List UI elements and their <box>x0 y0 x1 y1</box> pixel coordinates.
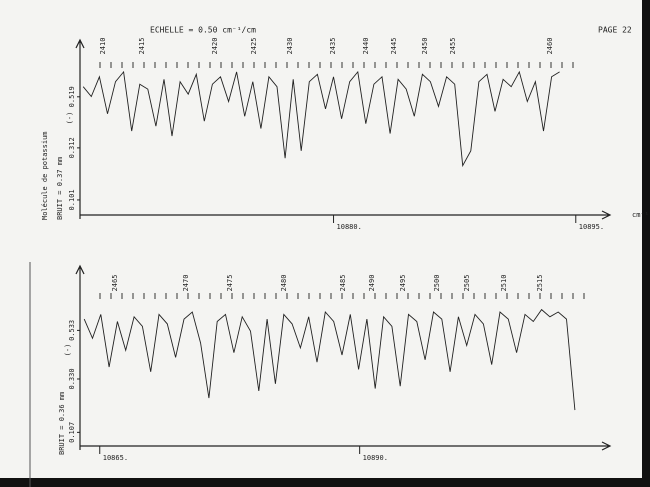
noise-label: BRUIT = 0.37 mm <box>56 157 64 220</box>
molecule-label: Molécule de potassium <box>41 131 49 220</box>
y-tick-label: 0.533 <box>68 320 76 341</box>
line-assignment: 2490 <box>368 275 376 292</box>
x-tick-label: 10890. <box>363 454 388 462</box>
line-assignment: 2505 <box>463 275 471 292</box>
line-assignment: 2515 <box>536 275 544 292</box>
line-assignment: 2410 <box>99 38 107 55</box>
y-tick-label: 0.330 <box>68 368 76 389</box>
line-assignment: 2425 <box>250 38 258 55</box>
line-assignment: 2445 <box>390 38 398 55</box>
line-assignment: 2460 <box>546 38 554 55</box>
line-assignment: 2495 <box>399 275 407 292</box>
line-assignment: 2480 <box>280 275 288 292</box>
line-assignment: 2415 <box>138 38 146 55</box>
scale-label: ECHELLE = 0.50 cm⁻¹/cm <box>150 26 256 35</box>
y-unit: (-) <box>66 112 74 125</box>
x-tick-label: 10865. <box>103 454 128 462</box>
x-unit: cm⁻¹ <box>632 211 649 219</box>
line-assignment: 2485 <box>339 275 347 292</box>
y-tick-label: 0.107 <box>68 422 76 443</box>
line-assignment: 2475 <box>226 275 234 292</box>
y-tick-label: 0.519 <box>68 86 76 107</box>
line-assignment: 2440 <box>362 38 370 55</box>
x-tick-label: 10895. <box>579 223 604 231</box>
line-assignment: 2450 <box>421 38 429 55</box>
line-assignment: 2510 <box>500 275 508 292</box>
y-axis <box>75 38 85 219</box>
y-tick-label: 0.101 <box>68 189 76 210</box>
x-tick-label: 10880. <box>337 223 362 231</box>
spectrum <box>83 308 576 411</box>
line-assignment: 2465 <box>111 275 119 292</box>
spectrum <box>82 70 560 168</box>
x-axis <box>80 210 612 220</box>
line-assignment: 2455 <box>449 38 457 55</box>
y-unit: (-) <box>64 344 72 357</box>
y-tick-label: 0.312 <box>68 137 76 158</box>
page-number: PAGE 22 <box>598 26 632 35</box>
line-assignment: 2420 <box>211 38 219 55</box>
line-assignment: 2430 <box>286 38 294 55</box>
x-axis <box>80 441 612 451</box>
noise-label: BRUIT = 0.36 mm <box>58 392 66 455</box>
y-axis <box>75 264 85 450</box>
paper <box>0 0 642 478</box>
line-assignment: 2470 <box>182 275 190 292</box>
line-assignment: 2500 <box>433 275 441 292</box>
line-assignment: 2435 <box>329 38 337 55</box>
